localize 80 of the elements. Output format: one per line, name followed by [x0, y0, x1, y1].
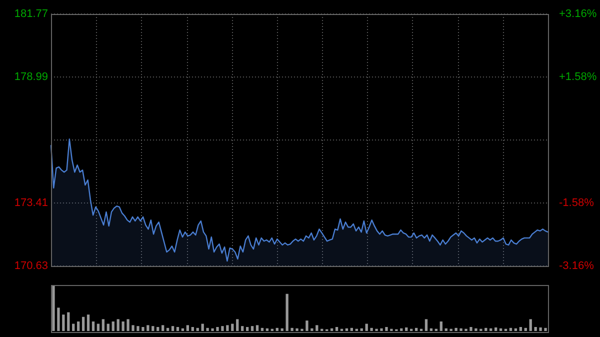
y-tick-label: 178.99: [14, 70, 48, 83]
bar: [310, 328, 314, 331]
y-tick-label: 181.77: [14, 8, 48, 20]
bar: [132, 325, 134, 331]
bar: [191, 326, 194, 331]
bar: [474, 328, 478, 331]
bar: [460, 328, 462, 331]
bar: [236, 319, 239, 331]
bar: [67, 312, 70, 331]
bar: [256, 325, 259, 331]
y2-tick-label: -3.16%: [559, 260, 594, 272]
bar: [152, 326, 154, 331]
bar: [102, 319, 105, 331]
bar: [509, 328, 512, 331]
bar: [534, 326, 537, 331]
bar: [211, 328, 214, 331]
bar: [226, 325, 229, 331]
bar: [216, 326, 219, 331]
bar: [365, 324, 368, 331]
bar: [161, 325, 164, 331]
bar: [296, 328, 298, 331]
y-tick-label: 170.63: [14, 260, 48, 272]
bar: [306, 320, 308, 331]
bar: [494, 327, 498, 331]
bar: [96, 324, 100, 331]
bar: [186, 325, 190, 331]
bar: [196, 328, 199, 331]
bar: [77, 321, 80, 331]
bar: [116, 319, 120, 331]
bar: [539, 327, 542, 331]
bar: [286, 294, 288, 331]
y-tick-label: 173.41: [14, 197, 48, 210]
bar: [544, 328, 547, 331]
bar: [221, 326, 224, 331]
bar: [385, 326, 388, 331]
bar: [350, 328, 354, 331]
bar: [106, 324, 110, 331]
bar: [82, 316, 85, 331]
bar: [316, 325, 318, 331]
bar: [57, 308, 60, 331]
bar: [440, 321, 442, 331]
bar: [86, 314, 90, 331]
bar: [146, 325, 150, 331]
bar: [241, 326, 244, 331]
bar: [484, 328, 488, 331]
bar: [519, 326, 522, 331]
bar: [370, 328, 373, 331]
bar: [380, 328, 383, 331]
bar: [206, 328, 209, 331]
bar: [72, 324, 75, 331]
bar: [424, 319, 428, 331]
bar: [201, 324, 204, 331]
bar: [260, 328, 264, 331]
y2-tick-label: -1.58%: [559, 197, 594, 210]
bar: [62, 314, 65, 331]
bar: [250, 326, 254, 331]
bar: [176, 326, 180, 331]
bar: [136, 326, 140, 331]
bar: [524, 328, 527, 331]
bar: [405, 327, 408, 331]
bar: [335, 326, 338, 331]
y2-tick-label: +3.16%: [559, 8, 597, 20]
y2-tick-label: +1.58%: [559, 71, 597, 84]
bar: [52, 285, 55, 331]
bar: [454, 328, 458, 331]
bar: [231, 324, 234, 331]
bar: [529, 319, 532, 331]
bar: [92, 321, 95, 331]
bar: [142, 326, 144, 331]
bar: [166, 328, 170, 331]
bar: [290, 328, 294, 331]
bar: [246, 326, 249, 331]
bar: [171, 326, 174, 331]
bar: [156, 326, 160, 331]
bar: [126, 319, 130, 331]
bar: [470, 326, 472, 331]
bar: [122, 321, 124, 331]
bar: [276, 328, 278, 331]
bar: [112, 321, 114, 331]
bar: [414, 328, 418, 331]
